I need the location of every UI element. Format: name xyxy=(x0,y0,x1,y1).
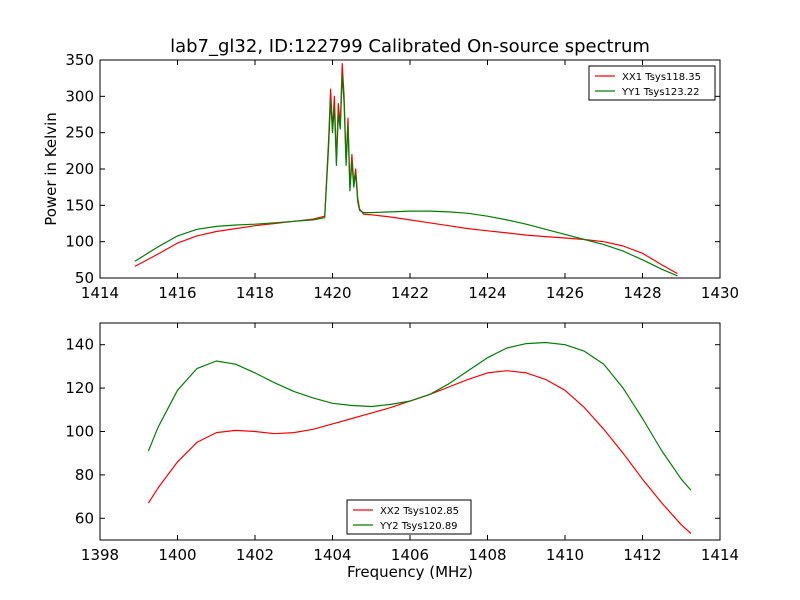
y-tick-label: 60 xyxy=(75,509,94,527)
x-tick-label: 1402 xyxy=(236,546,274,564)
x-tick-label: 1412 xyxy=(623,546,661,564)
y-tick-label: 50 xyxy=(75,269,94,287)
x-tick-label: 1410 xyxy=(546,546,584,564)
y-tick-label: 150 xyxy=(65,196,94,214)
x-tick-label: 1414 xyxy=(701,546,739,564)
series-line-2 xyxy=(134,73,678,277)
x-tick-label: 1398 xyxy=(81,546,119,564)
legend-label: XX1 Tsys118.35 xyxy=(622,72,701,83)
x-tick-label: 1400 xyxy=(158,546,196,564)
x-tick-label: 1408 xyxy=(468,546,506,564)
x-tick-label: 1418 xyxy=(236,284,274,302)
x-tick-label: 1416 xyxy=(158,284,196,302)
chart-title: lab7_gl32, ID:122799 Calibrated On-sourc… xyxy=(170,36,650,57)
legend: XX2 Tsys102.85 YY2 Tsys120.89 xyxy=(346,499,472,535)
series-line-2 xyxy=(147,341,692,491)
legend-box xyxy=(588,65,716,101)
bottom-spectrum-plot: 1398 1400 1402 1404 1406 1408 1410 1412 1414 60 80… xyxy=(65,322,739,581)
x-tick-label: 1414 xyxy=(81,284,119,302)
legend: XX1 Tsys118.35 YY1 Tsys123.22 xyxy=(588,65,716,101)
x-tick-label: 1406 xyxy=(391,546,429,564)
legend-label: YY2 Tsys120.89 xyxy=(379,521,458,532)
y-tick-label: 300 xyxy=(65,87,94,105)
y-tick-label: 80 xyxy=(75,466,94,484)
y-tick-label: 100 xyxy=(65,423,94,441)
x-tick-label: 1404 xyxy=(313,546,351,564)
legend-label: YY1 Tsys123.22 xyxy=(621,87,700,98)
y-tick-label: 120 xyxy=(65,379,94,397)
x-tick-label: 1428 xyxy=(623,284,661,302)
top-spectrum-plot: 1414 1416 1418 1420 1422 1424 1426 1428 1430 50 10… xyxy=(42,51,739,302)
y-tick-label: 350 xyxy=(65,51,94,69)
legend-box xyxy=(346,499,472,535)
x-tick-label: 1422 xyxy=(391,284,429,302)
y-axis-label: Power in Kelvin xyxy=(42,112,60,226)
x-tick-label: 1420 xyxy=(313,284,351,302)
y-tick-label: 200 xyxy=(65,160,94,178)
x-axis-label: Frequency (MHz) xyxy=(347,563,473,581)
x-tick-label: 1430 xyxy=(701,284,739,302)
x-tick-label: 1424 xyxy=(468,284,506,302)
legend-label: XX2 Tsys102.85 xyxy=(380,506,459,517)
y-tick-label: 100 xyxy=(65,233,94,251)
x-tick-label: 1426 xyxy=(546,284,584,302)
y-tick-label: 140 xyxy=(65,336,94,354)
y-tick-label: 250 xyxy=(65,124,94,142)
